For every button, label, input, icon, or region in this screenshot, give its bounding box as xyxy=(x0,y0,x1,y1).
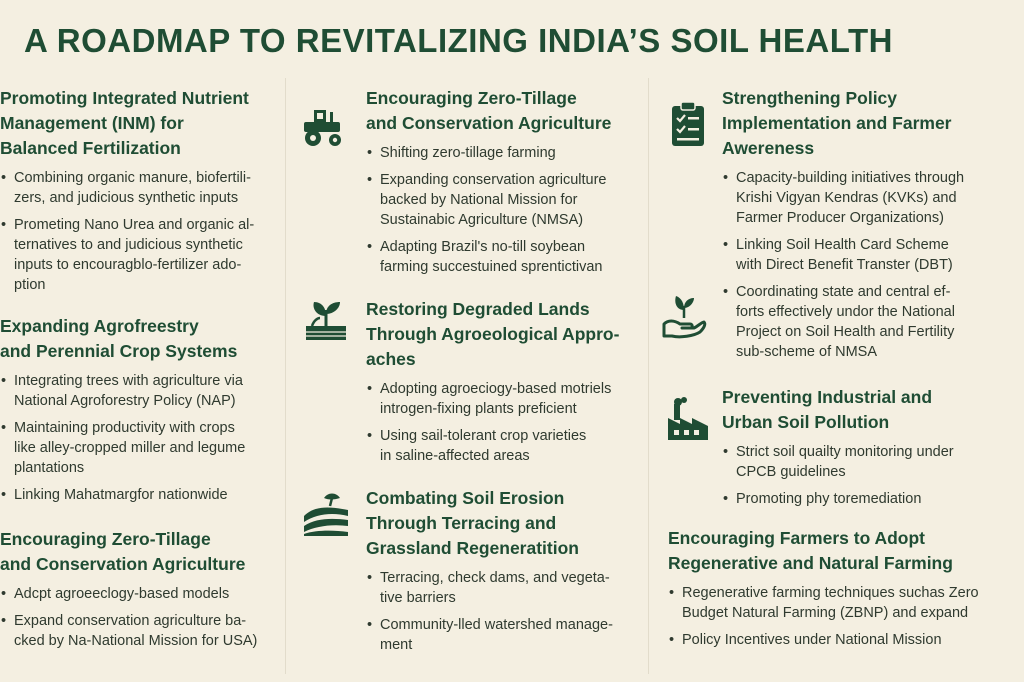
column-divider-right xyxy=(648,78,649,674)
terraced-hills-icon xyxy=(302,488,350,536)
bullet-list: Adcpt agroeeclogy-based models Expand co… xyxy=(0,584,280,651)
sprout-field-icon xyxy=(302,296,350,344)
list-item: Adapting Brazil's no-till soybean farmin… xyxy=(366,237,646,277)
section-heading: Preventing Industrial and Urban Soil Pol… xyxy=(722,387,933,432)
clipboard-icon xyxy=(664,100,712,148)
list-item: Expanding conservation agriculture backe… xyxy=(366,170,646,230)
bullet-list: Shifting zero-tillage farming Expanding … xyxy=(366,143,646,277)
list-item: Shifting zero-tillage farming xyxy=(366,143,646,163)
section-heading: Encouraging Farmers to Adopt Regenerativ… xyxy=(668,528,953,573)
list-item: Prometing Nano Urea and organic al- tern… xyxy=(0,215,280,295)
bullet-list: Combining organic manure, biofertili- ze… xyxy=(0,168,280,295)
section-regenerative-farming: Encouraging Farmers to Adopt Regenerativ… xyxy=(668,526,1022,657)
list-item: Combining organic manure, biofertili- ze… xyxy=(0,168,280,208)
tractor-icon xyxy=(300,102,348,150)
bullet-list: Adopting agroeciogy-based motriels intro… xyxy=(366,379,646,466)
section-policy-implementation: Strengthening Policy Implementation and … xyxy=(722,86,1022,369)
section-heading: Expanding Agrofreestry and Perennial Cro… xyxy=(0,316,238,361)
column-divider-left xyxy=(285,78,286,674)
list-item: Promoting phy toremediation xyxy=(722,489,1022,509)
section-degraded-lands: Restoring Degraded Lands Through Agroeol… xyxy=(366,297,646,473)
hand-sprout-icon xyxy=(660,292,708,340)
list-item: Community-lled watershed manage- ment xyxy=(366,615,646,655)
list-item: Strict soil quailty monitoring under CPC… xyxy=(722,442,1022,482)
factory-icon xyxy=(664,396,712,444)
page-title: A ROADMAP TO REVITALIZING INDIA’S SOIL H… xyxy=(24,22,893,59)
list-item: Using sail-tolerant crop varieties in sa… xyxy=(366,426,646,466)
section-heading: Combating Soil Erosion Through Terracing… xyxy=(366,488,579,558)
list-item: Policy Incentives under National Mission xyxy=(668,630,1022,650)
list-item: Linking Mahatmargfor nationwide xyxy=(0,485,280,505)
section-industrial-pollution: Preventing Industrial and Urban Soil Pol… xyxy=(722,385,1022,516)
section-heading: Restoring Degraded Lands Through Agroeol… xyxy=(366,299,620,369)
section-heading: Encouraging Zero-Tillage and Conservatio… xyxy=(0,529,246,574)
list-item: Integrating trees with agriculture via N… xyxy=(0,371,280,411)
list-item: Terracing, check dams, and vegeta- tive … xyxy=(366,568,646,608)
section-zero-tillage: Encouraging Zero-Tillage and Conservatio… xyxy=(366,86,646,284)
section-heading: Strengthening Policy Implementation and … xyxy=(722,88,952,158)
bullet-list: Terracing, check dams, and vegeta- tive … xyxy=(366,568,646,655)
section-heading: Promoting Integrated Nutrient Management… xyxy=(0,88,249,158)
bullet-list: Regenerative farming techniques suchas Z… xyxy=(668,583,1022,650)
section-zero-tillage-left: Encouraging Zero-Tillage and Conservatio… xyxy=(0,527,280,658)
section-inm: Promoting Integrated Nutrient Management… xyxy=(0,86,280,302)
list-item: Capacity-building initiatives through Kr… xyxy=(722,168,1022,228)
bullet-list: Capacity-building initiatives through Kr… xyxy=(722,168,1022,362)
list-item: Adopting agroeciogy-based motriels intro… xyxy=(366,379,646,419)
list-item: Expand conservation agriculture ba- cked… xyxy=(0,611,280,651)
list-item: Maintaining productivity with crops like… xyxy=(0,418,280,478)
section-soil-erosion: Combating Soil Erosion Through Terracing… xyxy=(366,486,646,662)
list-item: Regenerative farming techniques suchas Z… xyxy=(668,583,1022,623)
bullet-list: Integrating trees with agriculture via N… xyxy=(0,371,280,505)
section-agroforestry: Expanding Agrofreestry and Perennial Cro… xyxy=(0,314,280,512)
list-item: Coordinating state and central ef- forts… xyxy=(722,282,1022,362)
section-heading: Encouraging Zero-Tillage and Conservatio… xyxy=(366,88,612,133)
list-item: Adcpt agroeeclogy-based models xyxy=(0,584,280,604)
list-item: Linking Soil Health Card Scheme with Dir… xyxy=(722,235,1022,275)
bullet-list: Strict soil quailty monitoring under CPC… xyxy=(722,442,1022,509)
